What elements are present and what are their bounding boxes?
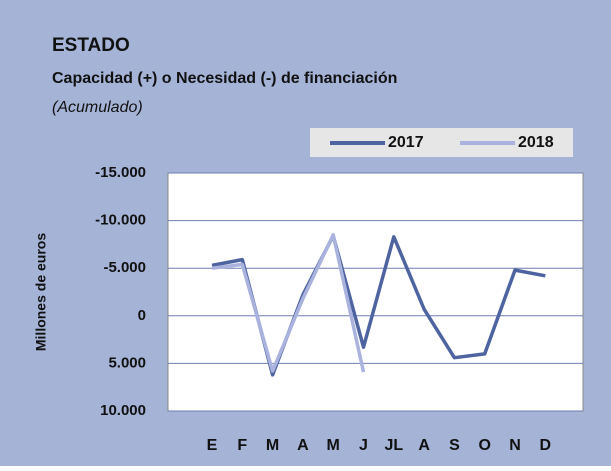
x-tick-label: A bbox=[297, 437, 309, 454]
x-tick-label: A bbox=[418, 437, 430, 454]
legend-label: 2018 bbox=[518, 134, 554, 151]
line-series bbox=[211, 233, 366, 373]
x-tick-label: N bbox=[509, 437, 521, 454]
y-tick-label: 5.000 bbox=[108, 354, 146, 371]
y-tick-label: 0 bbox=[138, 307, 146, 324]
chart-subtitle: Capacidad (+) o Necesidad (-) de financi… bbox=[52, 70, 397, 87]
x-tick-label: JL bbox=[384, 437, 403, 454]
x-tick-label: J bbox=[359, 437, 368, 454]
x-tick-label: O bbox=[478, 437, 490, 454]
y-tick-label: 10.000 bbox=[100, 402, 146, 419]
x-tick-label: M bbox=[266, 437, 279, 454]
legend-label: 2017 bbox=[388, 134, 424, 151]
x-tick-label: M bbox=[327, 437, 340, 454]
x-tick-label: S bbox=[449, 437, 460, 454]
x-tick-label: F bbox=[237, 437, 247, 454]
chart-title: ESTADO bbox=[52, 35, 130, 56]
plot-area bbox=[167, 172, 584, 412]
x-tick-label: E bbox=[207, 437, 218, 454]
chart-note: (Acumulado) bbox=[52, 99, 143, 116]
y-axis-label: Millones de euros bbox=[33, 233, 49, 351]
x-tick-label: D bbox=[540, 437, 552, 454]
y-tick-label: -10.000 bbox=[95, 212, 146, 229]
y-tick-label: -15.000 bbox=[95, 164, 146, 181]
y-tick-label: -5.000 bbox=[103, 259, 146, 276]
